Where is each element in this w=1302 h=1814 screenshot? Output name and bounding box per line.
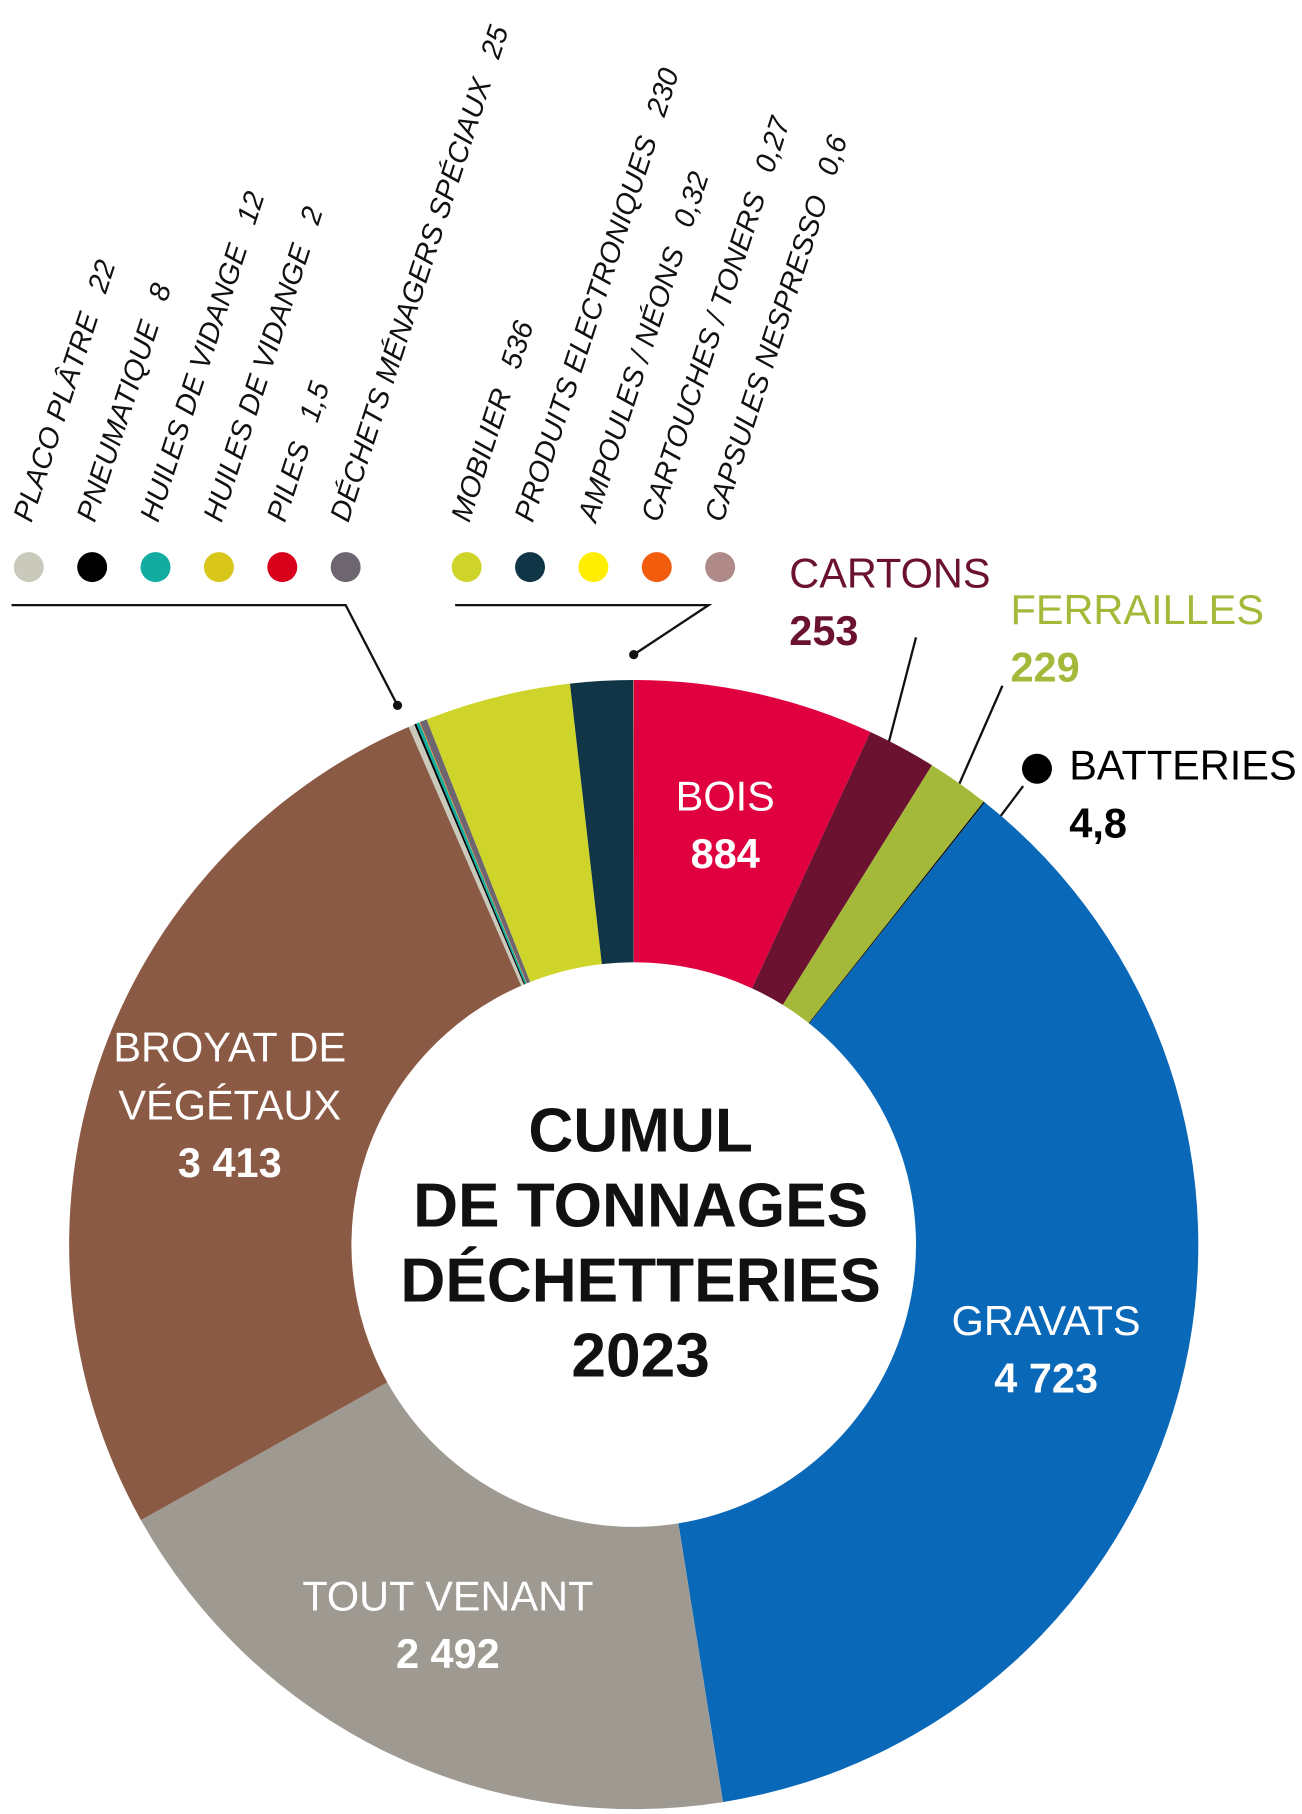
legend-value: 2 <box>294 203 330 229</box>
slice <box>69 726 522 1521</box>
slice-value: 2 492 <box>396 1630 500 1677</box>
legend-dot <box>1022 753 1052 784</box>
slice <box>569 680 634 965</box>
connector-dot <box>629 650 639 660</box>
slice <box>633 680 871 989</box>
callout-label: CARTONS <box>789 549 990 596</box>
legend-dot <box>203 552 234 583</box>
slice <box>752 732 932 1005</box>
legend-value: 536 <box>495 316 541 373</box>
slice <box>782 765 984 1024</box>
chart-title: 2023 <box>571 1321 709 1390</box>
legend-value: 8 <box>143 280 178 305</box>
slice-value: 3 413 <box>178 1139 282 1186</box>
legend-value: 0,6 <box>811 131 854 180</box>
legend-label: MOBILIER <box>445 385 518 526</box>
legend-dot <box>267 552 298 583</box>
slice <box>419 722 527 984</box>
legend-value: 0,32 <box>668 168 716 231</box>
slice-value: 884 <box>691 830 760 877</box>
slice <box>416 722 527 985</box>
slice <box>419 721 527 984</box>
slice-label: GRAVATS <box>952 1297 1141 1344</box>
slice-value: 4 723 <box>994 1354 1098 1401</box>
legend-value: 22 <box>82 256 123 297</box>
legend-dot <box>77 552 108 583</box>
legend-connector <box>455 603 713 656</box>
slice <box>408 724 524 986</box>
slice <box>420 719 531 984</box>
legend-value: 1,5 <box>293 377 336 426</box>
callout-value: 4,8 <box>1069 799 1127 846</box>
slice-label: BROYAT DE VÉGÉTAUX <box>113 1024 346 1129</box>
legend-dot <box>515 552 545 583</box>
legend-value: 230 <box>640 65 686 122</box>
legend-value: 0,27 <box>749 112 797 176</box>
legend-connector <box>11 603 399 706</box>
legend-label: PILES <box>261 438 317 526</box>
legend-dot <box>451 552 482 583</box>
slice <box>140 1382 724 1810</box>
chart-title: DE TONNAGES <box>413 1171 868 1240</box>
legend-dot <box>641 552 672 583</box>
legend-dot <box>13 552 44 583</box>
callout-value: 253 <box>789 607 858 654</box>
legend-dot <box>705 552 736 583</box>
callout-value: 229 <box>1010 644 1079 691</box>
slice-label: TOUT VENANT <box>302 1572 593 1619</box>
legend-dot <box>330 552 361 583</box>
slice-label: BOIS <box>676 772 775 819</box>
legend-value: 25 <box>475 21 516 63</box>
legend-dot <box>578 552 609 583</box>
chart-title: CUMUL <box>528 1097 753 1166</box>
legend-dot <box>140 552 171 583</box>
chart-title: DÉCHETTERIES <box>400 1245 880 1315</box>
callout-label: BATTERIES <box>1069 742 1296 789</box>
slice <box>426 683 602 982</box>
slice <box>678 802 1199 1803</box>
legend-value: 12 <box>231 188 271 228</box>
callout-label: FERRAILLES <box>1010 586 1264 633</box>
slice <box>414 723 525 985</box>
connector-dot <box>392 700 403 710</box>
slice <box>808 801 985 1024</box>
